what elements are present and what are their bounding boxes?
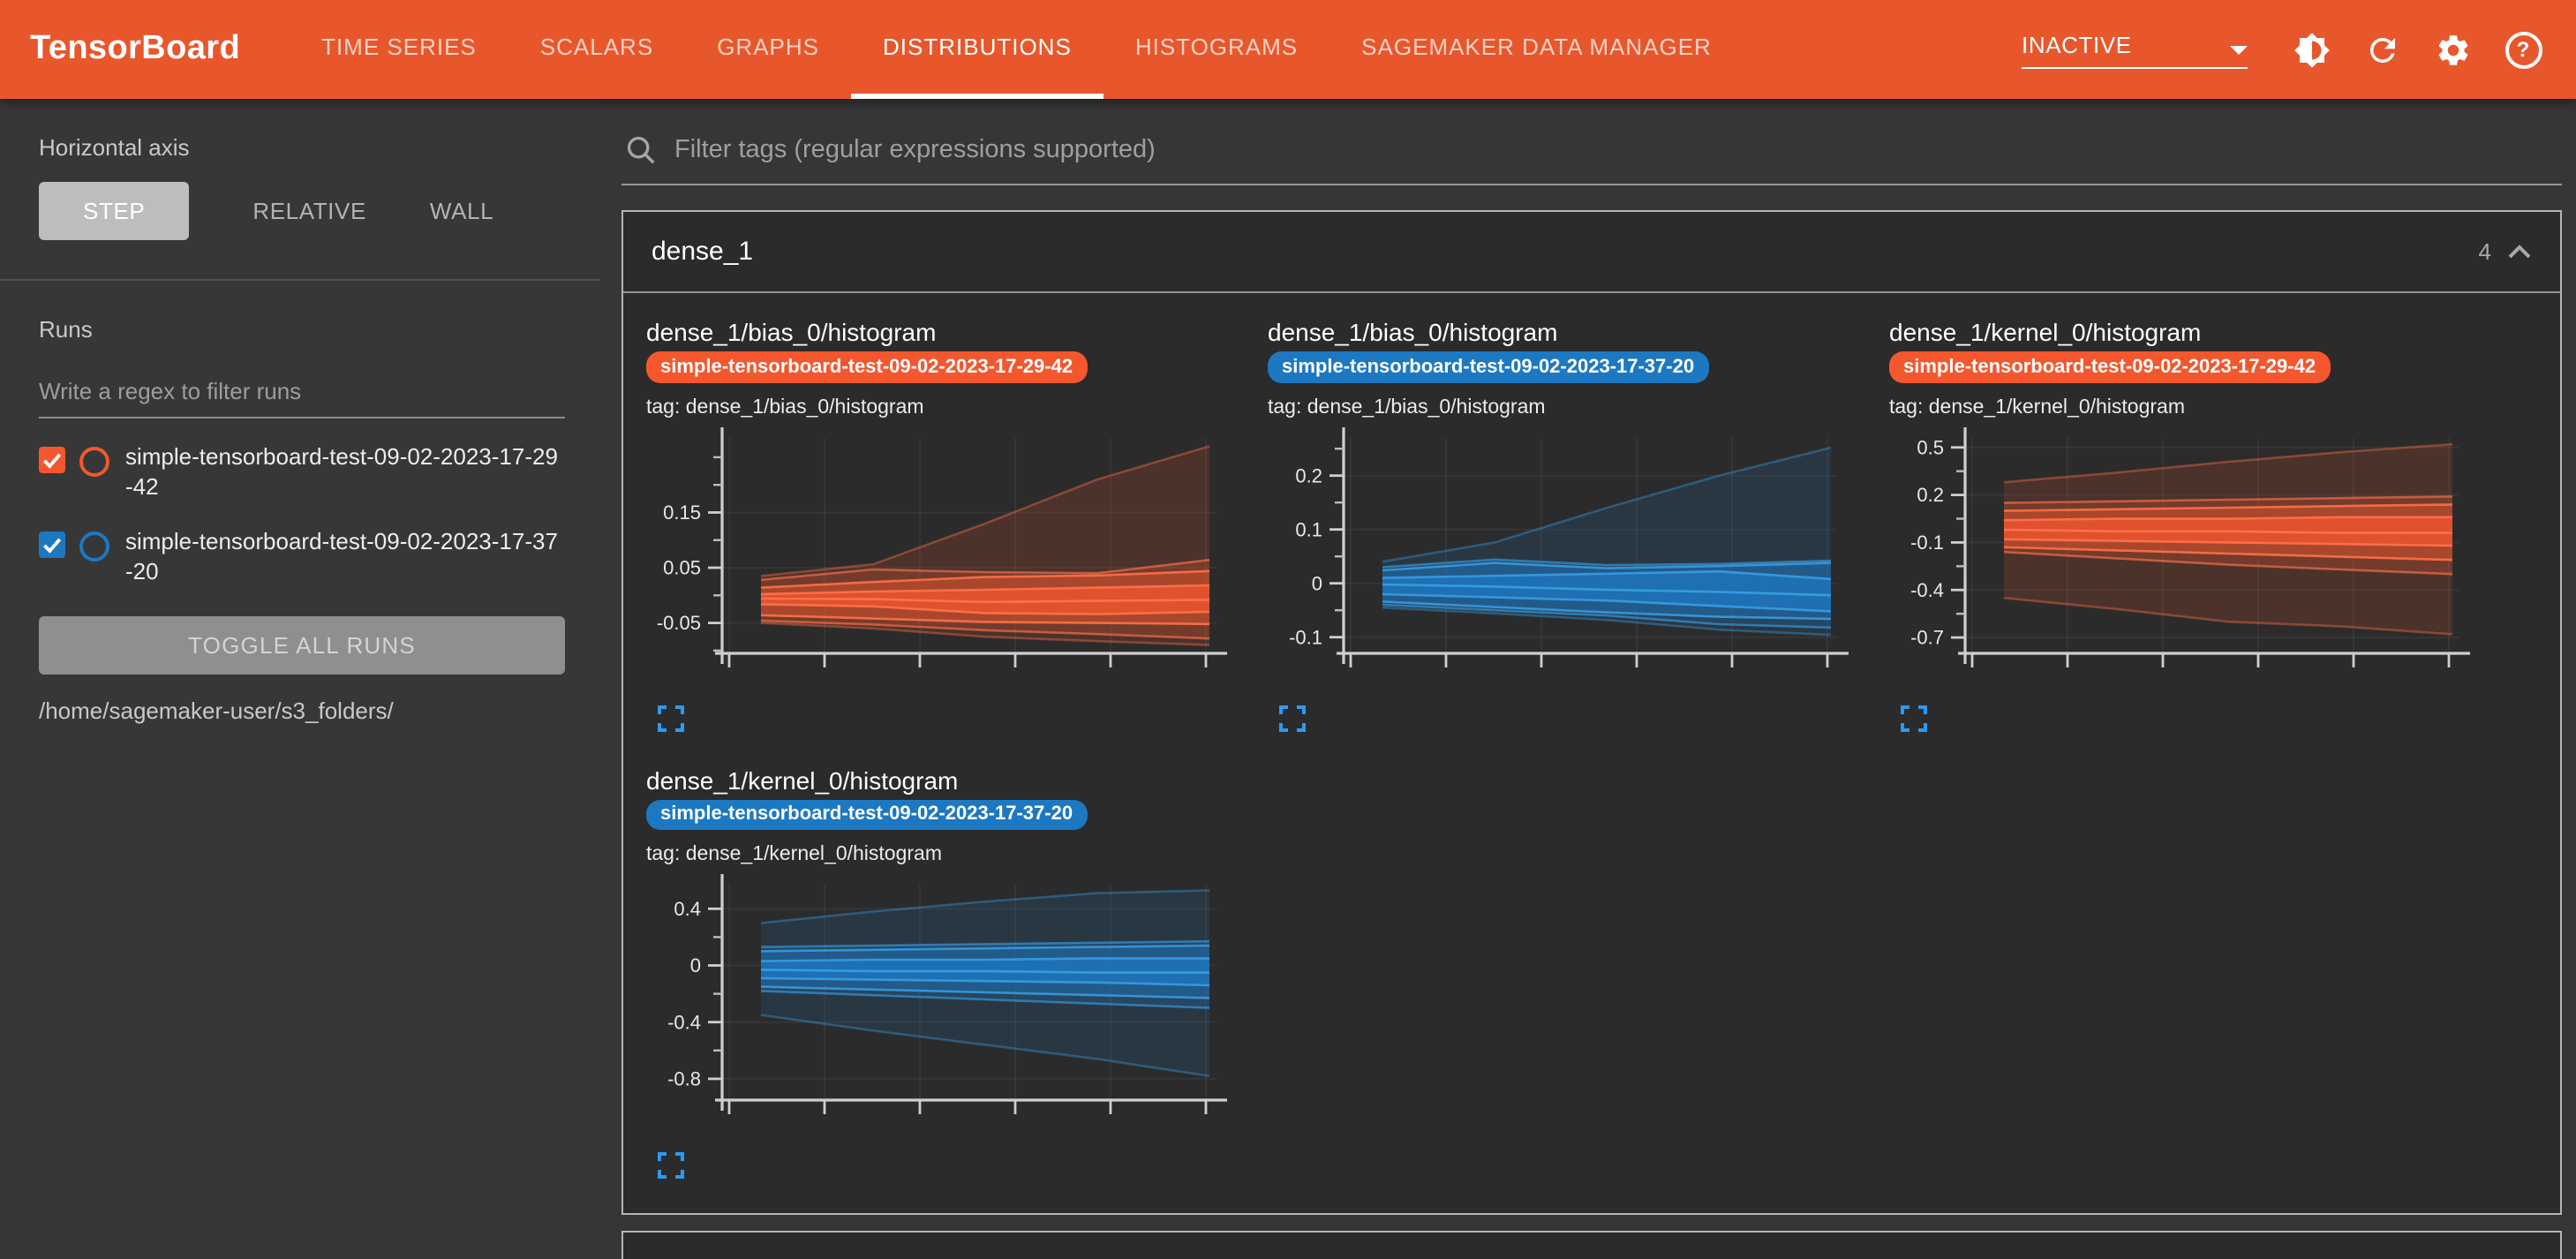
sidebar-divider <box>0 279 600 281</box>
help-icon: ? <box>2504 31 2542 68</box>
axis-option-wall[interactable]: WALL <box>429 198 494 224</box>
tab-distributions[interactable]: DISTRIBUTIONS <box>851 0 1103 99</box>
tag-group-card: dense_1 4 dense_1/bias_0/histogram simpl… <box>621 210 2562 1215</box>
check-icon <box>42 453 62 469</box>
refresh-button[interactable] <box>2346 14 2417 85</box>
svg-text:-0.1: -0.1 <box>1289 625 1322 647</box>
run-badge: simple-tensorboard-test-09-02-2023-17-37… <box>646 799 1088 830</box>
svg-text:0.05: 0.05 <box>663 556 701 578</box>
run-badge: simple-tensorboard-test-09-02-2023-17-29… <box>1889 351 2331 382</box>
horizontal-axis-options: STEP RELATIVE WALL <box>39 182 565 240</box>
tab-scalars[interactable]: SCALARS <box>539 34 654 60</box>
card-divider <box>623 291 2560 293</box>
chart-tag-label: tag: dense_1/bias_0/histogram <box>646 396 924 418</box>
brightness-icon <box>2294 32 2329 67</box>
toggle-all-runs-button[interactable]: TOGGLE ALL RUNS <box>39 615 565 675</box>
main-nav: TIME SERIES SCALARS GRAPHS DISTRIBUTIONS… <box>290 0 1744 99</box>
help-button[interactable]: ? <box>2488 14 2558 85</box>
distribution-chart[interactable]: 0.15 0.05 -0.05 <box>641 419 1255 697</box>
app-logo: TensorBoard <box>30 30 241 67</box>
run-name: simple-tensorboard-test-09-02-2023-17-29… <box>125 443 558 500</box>
chart-title: dense_1/kernel_0/histogram <box>1889 318 2202 346</box>
svg-text:0.2: 0.2 <box>1917 483 1944 505</box>
app-header: TensorBoard TIME SERIES SCALARS GRAPHS D… <box>0 0 2576 99</box>
settings-button[interactable] <box>2417 14 2488 85</box>
search-icon <box>627 136 655 164</box>
svg-text:0: 0 <box>1312 571 1322 593</box>
group-title: dense_1 <box>652 237 754 267</box>
run-radio[interactable] <box>79 447 109 477</box>
svg-text:-0.7: -0.7 <box>1910 626 1944 648</box>
status-dropdown[interactable]: INACTIVE <box>2022 31 2248 68</box>
svg-text:-0.8: -0.8 <box>667 1068 701 1090</box>
runs-title: Runs <box>39 316 93 343</box>
tab-sagemaker-data-manager[interactable]: SAGEMAKER DATA MANAGER <box>1361 34 1712 60</box>
axis-option-relative[interactable]: RELATIVE <box>252 198 366 224</box>
chart-tile: dense_1/kernel_0/histogram simple-tensor… <box>641 762 1255 1192</box>
run-filter-input[interactable]: Write a regex to filter runs <box>39 371 565 418</box>
chart-tile: dense_1/kernel_0/histogram simple-tensor… <box>1884 314 2498 744</box>
svg-text:0.2: 0.2 <box>1295 464 1322 486</box>
chart-title: dense_1/bias_0/histogram <box>646 318 937 346</box>
distribution-chart[interactable]: 0.2 0.1 0 -0.1 <box>1262 419 1877 697</box>
run-list-item: simple-tensorboard-test-09-02-2023-17-29… <box>39 443 565 503</box>
tag-group-header[interactable]: dense_1 4 <box>623 212 2560 291</box>
help-glyph: ? <box>2516 37 2530 62</box>
svg-text:0.15: 0.15 <box>663 501 701 523</box>
chevron-down-icon <box>2230 45 2248 54</box>
svg-text:0.4: 0.4 <box>674 898 701 920</box>
chart-tag-label: tag: dense_1/kernel_0/histogram <box>646 844 942 865</box>
status-value: INACTIVE <box>2022 31 2132 57</box>
fullscreen-icon[interactable] <box>1278 704 1307 732</box>
horizontal-axis-label: Horizontal axis <box>39 134 190 161</box>
fullscreen-icon[interactable] <box>657 1151 685 1180</box>
run-list-item: simple-tensorboard-test-09-02-2023-17-37… <box>39 528 565 588</box>
svg-text:0: 0 <box>690 954 701 976</box>
run-name: simple-tensorboard-test-09-02-2023-17-37… <box>125 527 558 584</box>
fullscreen-icon[interactable] <box>657 704 685 732</box>
run-radio[interactable] <box>79 531 109 562</box>
tag-filter-placeholder: Filter tags (regular expressions support… <box>674 136 1156 164</box>
chart-title: dense_1/kernel_0/histogram <box>646 765 959 794</box>
run-checkbox[interactable] <box>39 531 65 558</box>
fullscreen-icon[interactable] <box>1900 704 1928 732</box>
tab-histograms[interactable]: HISTOGRAMS <box>1134 34 1299 60</box>
run-badge: simple-tensorboard-test-09-02-2023-17-37… <box>1268 351 1709 382</box>
distribution-chart[interactable]: 0.4 0 -0.4 -0.8 <box>641 867 1255 1144</box>
svg-text:-0.4: -0.4 <box>1910 578 1944 600</box>
axis-option-step[interactable]: STEP <box>39 182 190 240</box>
group-collapse-control[interactable]: 4 <box>2479 238 2532 265</box>
main-content: Filter tags (regular expressions support… <box>600 99 2576 1259</box>
chevron-up-icon <box>2508 245 2531 259</box>
chart-title: dense_1/bias_0/histogram <box>1268 318 1558 346</box>
svg-text:-0.4: -0.4 <box>667 1011 701 1033</box>
svg-text:0.5: 0.5 <box>1917 435 1944 457</box>
run-checkbox[interactable] <box>39 447 65 473</box>
chart-tile: dense_1/bias_0/histogram simple-tensorbo… <box>641 314 1255 744</box>
sidebar: Horizontal axis STEP RELATIVE WALL Runs … <box>0 99 600 1259</box>
next-tag-group-card <box>621 1231 2562 1259</box>
chart-tag-label: tag: dense_1/kernel_0/histogram <box>1889 396 2185 418</box>
refresh-icon <box>2369 37 2394 62</box>
svg-text:-0.1: -0.1 <box>1910 531 1944 553</box>
tab-graphs[interactable]: GRAPHS <box>717 34 819 60</box>
run-badge: simple-tensorboard-test-09-02-2023-17-29… <box>646 351 1088 382</box>
tab-time-series[interactable]: TIME SERIES <box>321 34 477 60</box>
chart-grid: dense_1/bias_0/histogram simple-tensorbo… <box>623 293 2560 1213</box>
chart-tag-label: tag: dense_1/bias_0/histogram <box>1268 396 1546 418</box>
dark-mode-toggle-button[interactable] <box>2276 14 2346 85</box>
group-count: 4 <box>2478 238 2491 265</box>
log-path: /home/sagemaker-user/s3_folders/ <box>39 697 394 724</box>
svg-text:-0.05: -0.05 <box>657 611 701 633</box>
distribution-chart[interactable]: 0.5 0.2 -0.1 -0.4 -0.7 <box>1884 419 2498 697</box>
gear-icon <box>2437 34 2467 64</box>
check-icon <box>42 538 62 554</box>
chart-tile: dense_1/bias_0/histogram simple-tensorbo… <box>1262 314 1877 744</box>
tag-filter-input[interactable]: Filter tags (regular expressions support… <box>621 127 2562 185</box>
header-controls: INACTIVE ? <box>2022 0 2576 99</box>
svg-text:0.1: 0.1 <box>1295 517 1322 539</box>
